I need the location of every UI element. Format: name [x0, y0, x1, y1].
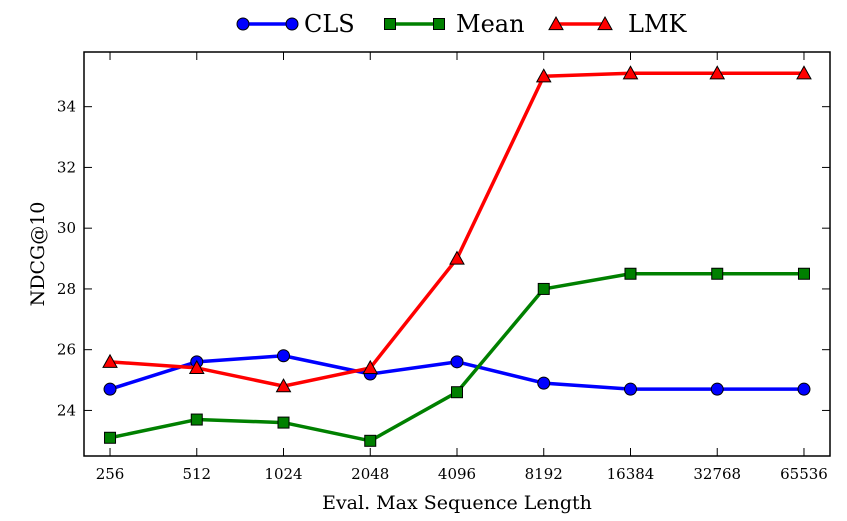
data-point-lmk: [362, 359, 379, 375]
data-point-cls: [537, 376, 551, 390]
data-point-mean: [104, 431, 117, 444]
data-point-cls: [710, 382, 724, 396]
x-axis-label: Eval. Max Sequence Length: [322, 492, 592, 514]
data-point-mean: [277, 416, 290, 429]
x-tick-label: 1024: [264, 465, 302, 483]
y-tick-label: 24: [57, 401, 76, 419]
x-tick-label: 32768: [693, 465, 741, 483]
series-line-lmk: [109, 71, 804, 388]
series-layer: [102, 65, 812, 447]
x-tick-label: 4096: [438, 465, 476, 483]
x-tick-label: 65536: [780, 465, 828, 483]
data-point-mean: [364, 434, 377, 447]
data-point-cls: [623, 382, 637, 396]
data-point-mean: [711, 267, 724, 280]
series-cls: [103, 349, 811, 396]
data-point-cls: [797, 382, 811, 396]
legend-marker-mean: [384, 18, 396, 30]
data-point-lmk: [275, 378, 292, 393]
x-tick-label: 512: [182, 465, 211, 483]
legend-label-cls: CLS: [304, 10, 355, 38]
legend-item-mean: Mean: [384, 10, 525, 38]
y-axis-label: NDCG@10: [27, 202, 49, 307]
data-point-cls: [450, 355, 464, 369]
x-tick-label: 2048: [351, 465, 389, 483]
data-point-cls: [277, 349, 291, 363]
y-tick-label: 34: [57, 98, 76, 116]
legend-marker-lmk: [548, 15, 564, 31]
data-point-mean: [797, 267, 810, 280]
axis-ticks: 256 512 1024 2048 4096 8192 16384 32768 65536 24 2…: [57, 52, 830, 483]
data-point-cls: [103, 382, 117, 396]
data-point-mean: [624, 267, 637, 280]
legend-marker-mean: [433, 18, 445, 30]
legend-marker-cls: [236, 17, 250, 31]
data-point-mean: [190, 413, 203, 426]
y-tick-label: 32: [57, 158, 76, 176]
data-point-mean: [451, 386, 463, 399]
legend-label-lmk: LMK: [628, 10, 688, 38]
series-lmk: [102, 65, 812, 393]
data-point-lmk: [709, 65, 726, 80]
legend: CLS Mean LMK: [236, 10, 688, 38]
y-tick-label: 28: [57, 280, 76, 298]
data-point-lmk: [188, 359, 205, 375]
data-point-lmk: [535, 68, 552, 83]
data-point-lmk: [449, 250, 465, 265]
legend-item-cls: CLS: [236, 10, 355, 38]
legend-label-mean: Mean: [456, 10, 525, 38]
legend-marker-lmk: [597, 15, 613, 31]
data-point-lmk: [622, 65, 639, 80]
legend-item-lmk: LMK: [548, 10, 688, 38]
data-point-lmk: [102, 353, 118, 368]
data-point-mean: [537, 282, 550, 295]
series-mean: [104, 267, 810, 447]
plot-frame: [83, 51, 831, 457]
y-tick-label: 26: [57, 341, 76, 359]
x-tick-label: 8192: [525, 465, 563, 483]
data-point-lmk: [796, 65, 812, 80]
y-tick-label: 30: [57, 219, 76, 237]
legend-marker-cls: [285, 17, 299, 31]
x-tick-label: 256: [96, 465, 125, 483]
x-tick-label: 16384: [607, 465, 655, 483]
